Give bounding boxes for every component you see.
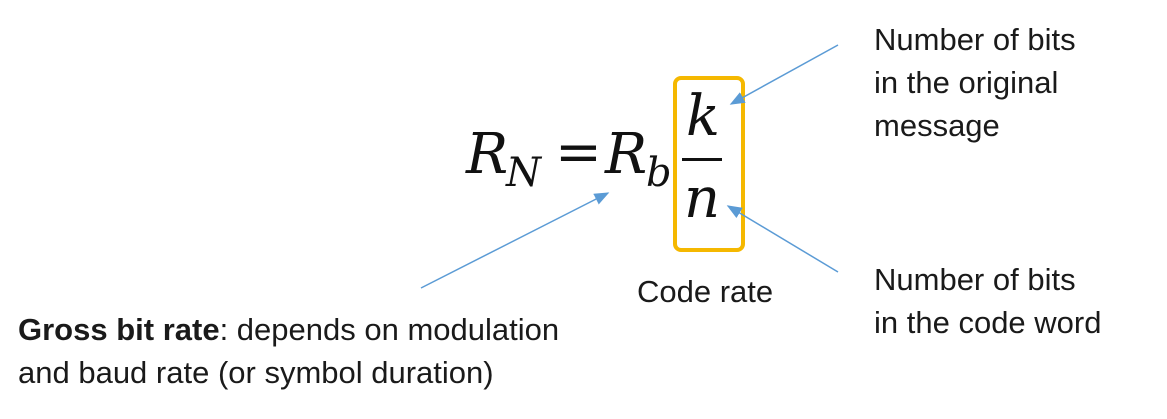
gross-bit-rate-description: : depends on modulation	[219, 312, 560, 347]
denominator-arrow	[726, 205, 839, 273]
numerator-k: k	[686, 84, 720, 149]
fraction-bar	[682, 158, 722, 161]
rb-symbol: R	[605, 122, 648, 187]
gross-bit-rate-arrow	[420, 192, 610, 289]
equals-sign: =	[555, 120, 602, 185]
denominator-n: n	[684, 166, 721, 231]
gross-bit-rate-annotation: Gross bit rate: depends on modulation an…	[18, 308, 559, 394]
denominator-annotation-line: in the code word	[874, 305, 1102, 340]
numerator-annotation-line: Number of bits	[874, 22, 1076, 57]
gross-bit-rate-term: Gross bit rate	[18, 312, 220, 347]
rn-subscript: N	[506, 150, 541, 196]
gross-bit-rate-line-2: and baud rate (or symbol duration)	[18, 355, 494, 390]
numerator-annotation: Number of bits in the original message	[874, 18, 1076, 147]
code-rate-highlight-box	[673, 76, 745, 252]
gross-bit-rate-line-1: Gross bit rate: depends on modulation	[18, 308, 559, 351]
denominator-annotation-line: Number of bits	[874, 262, 1076, 297]
numerator-annotation-line: message	[874, 108, 1000, 143]
numerator-annotation-line: in the original	[874, 65, 1059, 100]
rb-subscript: b	[646, 150, 672, 196]
rn-symbol: R	[466, 122, 509, 187]
denominator-annotation: Number of bits in the code word	[874, 258, 1101, 344]
code-rate-label: Code rate	[637, 274, 774, 309]
numerator-arrow	[729, 44, 839, 105]
